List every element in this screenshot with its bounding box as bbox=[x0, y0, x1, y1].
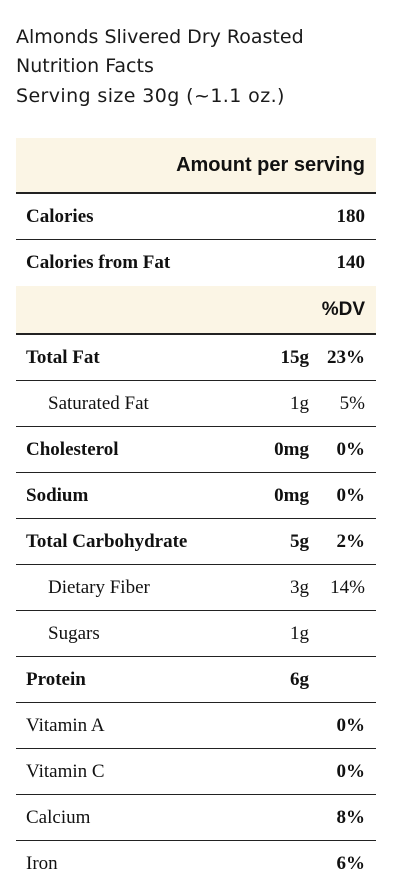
nutrient-amount: 3g bbox=[290, 576, 309, 598]
nutrient-row-sugars: Sugars 1g bbox=[16, 611, 376, 657]
nutrient-name: Calcium bbox=[26, 806, 91, 828]
calories-label: Calories bbox=[26, 205, 94, 227]
nutrient-dv: 23% bbox=[327, 346, 365, 368]
nutrient-row-total-fat: Total Fat 15g 23% bbox=[16, 335, 376, 381]
calories-from-fat-value: 140 bbox=[336, 252, 366, 273]
nutrient-amount: 6g bbox=[290, 668, 309, 690]
nutrient-dv: 5% bbox=[339, 392, 365, 414]
calories-row: Calories 180 bbox=[16, 194, 376, 240]
nutrient-row-vitamin-c: Vitamin C 0% bbox=[16, 749, 376, 795]
nutrient-name: Total Carbohydrate bbox=[26, 530, 188, 552]
label-subtitle: Nutrition Facts bbox=[16, 55, 154, 77]
nutrient-row-iron: Iron 6% bbox=[16, 841, 376, 887]
nutrient-name: Sodium bbox=[26, 484, 89, 506]
nutrient-name: Vitamin A bbox=[26, 714, 105, 736]
nutrient-row-total-carbohydrate: Total Carbohydrate 5g 2% bbox=[16, 519, 376, 565]
dv-header-label: %DV bbox=[321, 298, 365, 320]
nutrient-name: Iron bbox=[26, 853, 58, 874]
nutrient-amount: 1g bbox=[290, 622, 309, 644]
nutrient-amount: 0mg bbox=[274, 438, 309, 460]
serving-size: Serving size 30g (~1.1 oz.) bbox=[16, 85, 285, 107]
amount-per-serving-label: Amount per serving bbox=[176, 153, 365, 176]
calories-from-fat-label: Calories from Fat bbox=[26, 252, 171, 273]
dv-header: %DV bbox=[16, 286, 376, 335]
amount-per-serving-header: Amount per serving bbox=[16, 138, 376, 194]
nutrient-amount: 0mg bbox=[274, 484, 309, 506]
nutrient-name: Cholesterol bbox=[26, 438, 119, 460]
nutrient-dv: 0% bbox=[336, 714, 366, 736]
nutrient-name: Protein bbox=[26, 668, 86, 690]
nutrient-amount: 15g bbox=[280, 346, 310, 368]
product-name: Almonds Slivered Dry Roasted bbox=[16, 26, 304, 48]
nutrient-dv: 0% bbox=[336, 760, 366, 782]
nutrient-row-cholesterol: Cholesterol 0mg 0% bbox=[16, 427, 376, 473]
nutrient-amount: 1g bbox=[290, 392, 309, 414]
nutrient-name: Vitamin C bbox=[26, 760, 105, 782]
nutrient-name: Total Fat bbox=[26, 346, 100, 368]
nutrient-name: Saturated Fat bbox=[48, 392, 149, 414]
nutrient-name: Dietary Fiber bbox=[48, 576, 150, 598]
nutrient-row-sodium: Sodium 0mg 0% bbox=[16, 473, 376, 519]
nutrient-dv: 6% bbox=[336, 853, 366, 874]
calories-value: 180 bbox=[336, 205, 366, 227]
nutrient-dv: 2% bbox=[336, 530, 366, 552]
nutrient-row-vitamin-a: Vitamin A 0% bbox=[16, 703, 376, 749]
nutrient-name: Sugars bbox=[48, 622, 100, 644]
nutrient-row-protein: Protein 6g bbox=[16, 657, 376, 703]
nutrient-row-saturated-fat: Saturated Fat 1g 5% bbox=[16, 381, 376, 427]
nutrition-table: Amount per serving Calories 180 Calories… bbox=[16, 138, 376, 887]
nutrient-dv: 8% bbox=[336, 806, 366, 828]
nutrient-dv: 0% bbox=[336, 484, 366, 506]
nutrient-row-dietary-fiber: Dietary Fiber 3g 14% bbox=[16, 565, 376, 611]
nutrient-dv: 0% bbox=[336, 438, 366, 460]
calories-from-fat-row: Calories from Fat 140 bbox=[16, 240, 376, 286]
title-block: Almonds Slivered Dry Roasted Nutrition F… bbox=[16, 23, 396, 112]
nutrient-amount: 5g bbox=[290, 530, 309, 552]
nutrient-dv: 14% bbox=[330, 576, 365, 598]
nutrient-row-calcium: Calcium 8% bbox=[16, 795, 376, 841]
